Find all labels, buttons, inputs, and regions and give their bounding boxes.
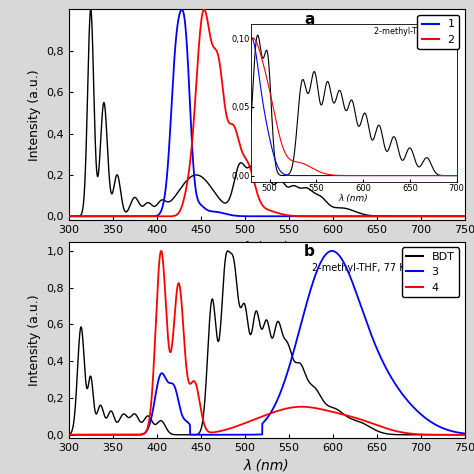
X-axis label: λ (nm): λ (nm) xyxy=(244,241,290,255)
Text: a: a xyxy=(304,11,315,27)
Y-axis label: Intensity (a.u.): Intensity (a.u.) xyxy=(27,69,41,161)
Text: b: b xyxy=(304,244,315,259)
Legend: BDT, 3, 4: BDT, 3, 4 xyxy=(401,247,459,297)
Y-axis label: Intensity (a.u.): Intensity (a.u.) xyxy=(27,294,41,386)
Legend: 1, 2: 1, 2 xyxy=(418,15,459,49)
Text: 2-methyl-THF, 77 K: 2-methyl-THF, 77 K xyxy=(312,264,406,273)
X-axis label: λ (nm): λ (nm) xyxy=(244,459,290,473)
